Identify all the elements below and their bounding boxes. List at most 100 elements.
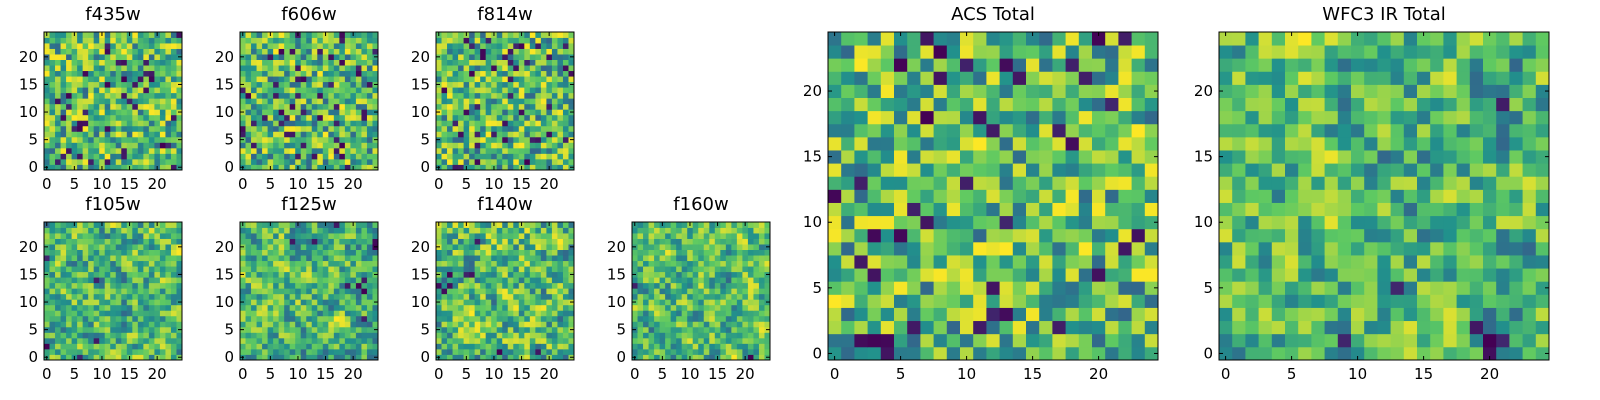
heatmap-cell bbox=[60, 158, 67, 165]
heatmap-cell bbox=[659, 304, 666, 311]
heatmap-cell bbox=[648, 233, 655, 239]
heatmap-cell bbox=[447, 153, 453, 160]
heatmap-cell bbox=[670, 233, 677, 239]
heatmap-cell bbox=[176, 65, 183, 72]
heatmap-cell bbox=[295, 131, 302, 138]
heatmap-cell bbox=[77, 142, 84, 149]
heatmap-cell bbox=[322, 81, 329, 88]
heatmap-cell bbox=[458, 299, 464, 306]
heatmap-cell bbox=[687, 255, 694, 262]
heatmap-cell bbox=[355, 233, 362, 239]
heatmap-cell bbox=[828, 333, 842, 348]
heatmap-cell bbox=[447, 43, 453, 49]
heatmap-panel: f606w 0 5 10 15 20 0 5 10 15 20 bbox=[200, 0, 398, 200]
heatmap-cell bbox=[273, 293, 280, 300]
heatmap-cell bbox=[311, 266, 318, 273]
heatmap-cell bbox=[480, 109, 487, 116]
heatmap-cell bbox=[300, 32, 307, 38]
heatmap-cell bbox=[273, 255, 280, 262]
heatmap-cell bbox=[637, 293, 644, 300]
heatmap-cell bbox=[568, 222, 575, 228]
heatmap-cell bbox=[322, 227, 329, 234]
heatmap-cell bbox=[143, 65, 150, 72]
heatmap-cell bbox=[82, 142, 89, 149]
heatmap-cell bbox=[764, 321, 771, 328]
heatmap-cell bbox=[44, 266, 50, 273]
heatmap-cell bbox=[278, 326, 285, 333]
heatmap-cell bbox=[350, 37, 357, 44]
heatmap-cell bbox=[311, 164, 318, 171]
heatmap-cell bbox=[115, 125, 122, 132]
heatmap-cell bbox=[126, 288, 133, 295]
heatmap-cell bbox=[540, 299, 547, 306]
heatmap-cell bbox=[474, 158, 481, 165]
heatmap-cell bbox=[441, 109, 448, 116]
heatmap-cell bbox=[469, 136, 476, 143]
heatmap-cell bbox=[170, 59, 177, 66]
heatmap-cell bbox=[143, 109, 150, 116]
heatmap-cell bbox=[480, 343, 487, 350]
heatmap-cell bbox=[355, 227, 362, 234]
heatmap-cell bbox=[480, 277, 487, 284]
heatmap-cell bbox=[632, 310, 638, 317]
heatmap-cell bbox=[322, 337, 329, 344]
heatmap-cell bbox=[880, 307, 895, 322]
heatmap-cell bbox=[469, 70, 476, 77]
heatmap-cell bbox=[496, 321, 503, 328]
heatmap-cell bbox=[115, 244, 122, 250]
heatmap-cell bbox=[110, 343, 117, 350]
heatmap-cell bbox=[469, 109, 476, 116]
heatmap-cell bbox=[372, 227, 379, 234]
heatmap-cell bbox=[311, 98, 318, 105]
heatmap-cell bbox=[524, 87, 531, 94]
heatmap-cell bbox=[295, 304, 302, 311]
heatmap-cell bbox=[273, 54, 280, 60]
heatmap-cell bbox=[507, 131, 514, 138]
heatmap-cell bbox=[698, 354, 705, 361]
heatmap-cell bbox=[132, 348, 139, 355]
heatmap-cell bbox=[540, 114, 547, 121]
heatmap-cell bbox=[295, 125, 302, 132]
heatmap-cell bbox=[66, 293, 72, 300]
heatmap-cell bbox=[480, 59, 487, 66]
heatmap-cell bbox=[670, 255, 677, 262]
heatmap-cell bbox=[289, 227, 296, 234]
heatmap-cell bbox=[507, 288, 514, 295]
heatmap-cell bbox=[720, 227, 727, 234]
heatmap-cell bbox=[289, 321, 296, 328]
heatmap-cell bbox=[154, 147, 161, 154]
heatmap-cell bbox=[447, 304, 453, 311]
heatmap-cell bbox=[154, 288, 161, 295]
heatmap-cell bbox=[659, 326, 666, 333]
heatmap-cell bbox=[546, 103, 553, 110]
heatmap-cell bbox=[170, 125, 177, 132]
heatmap-cell bbox=[1118, 333, 1132, 348]
heatmap-cell bbox=[698, 282, 705, 289]
x-tick-label: 15 bbox=[512, 365, 531, 383]
heatmap-cell bbox=[104, 293, 111, 300]
heatmap-cell bbox=[665, 315, 672, 322]
heatmap-cell bbox=[764, 293, 771, 300]
heatmap-cell bbox=[518, 54, 525, 60]
heatmap-cell bbox=[366, 310, 373, 317]
heatmap-cell bbox=[562, 103, 569, 110]
heatmap-cell bbox=[300, 233, 307, 239]
heatmap-cell bbox=[447, 120, 453, 127]
heatmap-cell bbox=[535, 277, 542, 284]
heatmap-cell bbox=[1065, 176, 1080, 190]
heatmap-cell bbox=[88, 271, 95, 278]
heatmap-cell bbox=[284, 222, 291, 228]
heatmap-cell bbox=[110, 244, 117, 250]
heatmap-cell bbox=[736, 255, 743, 262]
heatmap-cell bbox=[535, 87, 542, 94]
heatmap-cell bbox=[77, 76, 84, 83]
heatmap-cell bbox=[518, 76, 525, 83]
heatmap-cell bbox=[115, 227, 122, 234]
heatmap-cell bbox=[474, 288, 481, 295]
heatmap-cell bbox=[170, 76, 177, 83]
heatmap-cell bbox=[447, 332, 453, 339]
heatmap-cell bbox=[703, 238, 710, 245]
heatmap-cell bbox=[284, 304, 291, 311]
heatmap-cell bbox=[1131, 163, 1146, 177]
heatmap-cell bbox=[66, 271, 72, 278]
